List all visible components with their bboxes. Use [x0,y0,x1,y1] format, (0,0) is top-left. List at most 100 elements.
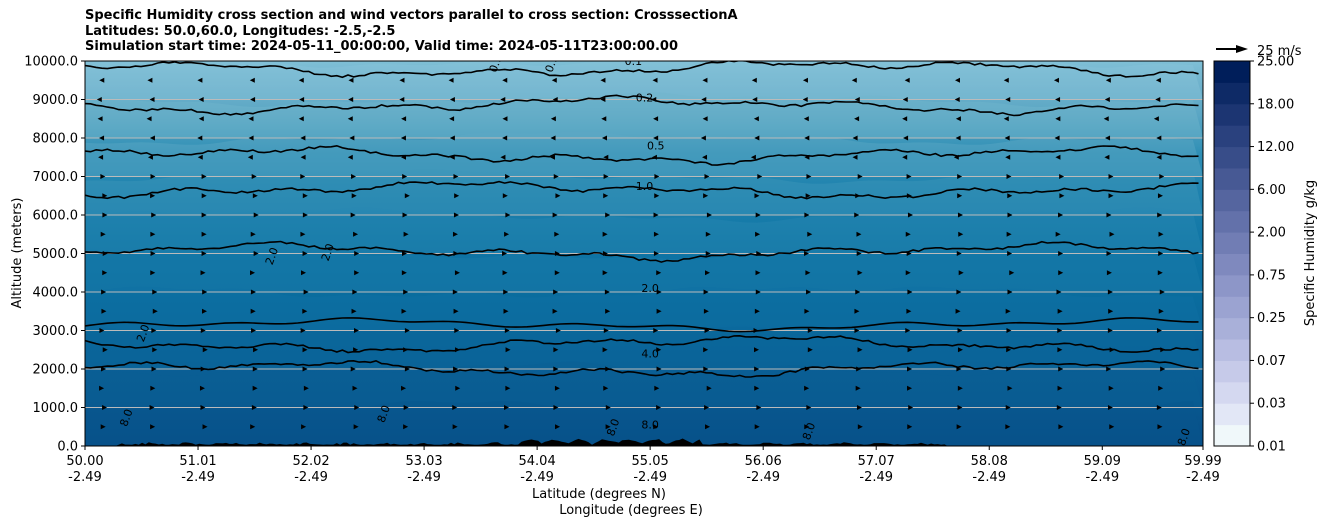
wind-vector [652,77,658,83]
wind-vector [906,308,912,314]
wind-vector [854,212,860,218]
wind-vector [302,212,308,218]
wind-vector [802,77,808,83]
wind-vector [453,366,459,372]
y-tick-label: 6000.0 [33,209,79,224]
wind-vector [958,231,964,237]
x-tick-label-lat: 51.01 [179,454,216,469]
wind-vector [1058,366,1064,372]
wind-vector [953,154,959,160]
wind-vector [754,193,760,199]
wind-vector [803,116,809,122]
wind-vector [703,193,709,199]
wind-vector [201,251,207,256]
wind-vector [102,270,108,276]
wind-vector [251,405,257,410]
wind-vector [303,405,309,410]
wind-vector [903,135,909,141]
wind-vector [705,424,711,430]
wind-vector [807,347,813,353]
wind-vector [354,405,360,410]
wind-vector [302,193,308,199]
wind-vector [656,289,662,295]
wind-vector [253,212,259,218]
wind-vector [102,347,108,353]
wind-vector [852,154,858,160]
wind-vector [555,328,561,333]
wind-vector [907,212,913,218]
y-tick-label: 0.0 [57,440,78,455]
wind-vector [350,212,356,218]
wind-vector [955,308,961,314]
humidity-band [85,401,1203,446]
wind-vector [201,212,207,218]
colorbar-segment [1214,210,1250,233]
x-axis-label-longitude: Longitude (degrees E) [559,503,703,518]
wind-vector [152,347,158,353]
wind-vector [602,347,608,353]
contour-label: 8.0 [1175,427,1193,448]
wind-vector [656,347,662,353]
wind-vector [1158,308,1164,314]
wind-vector [700,135,706,141]
wind-vector [504,366,510,372]
contour-line [85,61,1199,79]
contour-label: 8.0 [800,421,818,442]
wind-vector [403,231,409,237]
wind-vector [754,135,760,141]
wind-vector [202,308,208,314]
wind-vector [453,174,459,179]
colorbar-label: Specific Humidity g/kg [1303,180,1318,326]
wind-vector [301,424,307,430]
wind-vector [855,193,861,199]
wind-vector [401,308,407,314]
wind-vector [147,154,153,160]
wind-vector [703,308,709,314]
wind-vector [1007,385,1013,391]
colorbar-tick-label: 0.25 [1257,311,1286,326]
wind-vector [349,135,355,141]
contour-line [85,240,1199,263]
wind-vector [1104,97,1110,102]
wind-vector [603,385,609,391]
wind-vector [150,193,156,199]
wind-vector [1159,174,1165,179]
contour-label: 4.0 [641,347,659,360]
wind-vector [149,97,155,102]
title-line-3: Simulation start time: 2024-05-11_00:00:… [85,39,678,54]
wind-vector [555,193,561,199]
wind-vector [448,77,454,83]
colorbar-tick-label: 0.03 [1257,397,1286,412]
y-tick-label: 3000.0 [33,324,79,339]
wind-vector [955,77,961,83]
wind-vector [1005,154,1011,160]
wind-vector [347,154,353,160]
wind-vector [605,212,611,218]
colorbar-segment [1214,82,1250,105]
wind-vector [198,116,204,122]
wind-vector [551,77,557,83]
wind-vector [906,251,912,256]
wind-vector [152,308,158,314]
wind-vector [651,154,657,160]
wind-vector [1108,385,1114,391]
wind-vector [1155,97,1161,102]
wind-vector [303,385,309,391]
wind-vector [754,366,760,372]
colorbar-tick-label: 12.00 [1257,140,1294,155]
wind-vector [1109,424,1115,430]
wind-vector [1058,212,1064,218]
wind-vector [102,251,108,256]
colorbar-segment [1214,146,1250,169]
wind-vector [704,174,710,179]
x-tick-label-lon: -2.49 [633,470,667,485]
wind-vector [1006,231,1012,237]
wind-vector [502,135,508,141]
wind-vector [353,231,359,237]
contour-label: 2.0 [641,282,659,295]
wind-vector [298,116,304,122]
wind-vector [702,116,708,122]
wind-vector [503,289,509,295]
wind-vector [754,347,760,353]
wind-vector [1055,116,1061,122]
